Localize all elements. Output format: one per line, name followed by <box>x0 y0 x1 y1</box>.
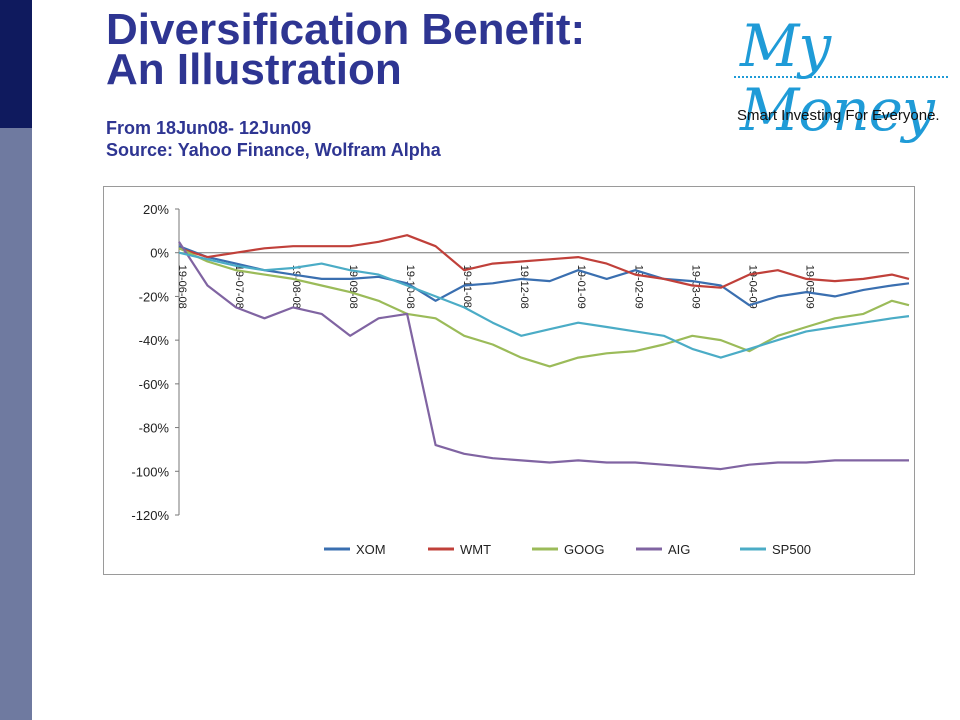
sidebar-accent-dark <box>0 0 32 128</box>
x-tick-label: 19-07-08 <box>233 265 245 309</box>
y-tick-label: 20% <box>143 202 169 217</box>
series-line-aig <box>178 241 909 471</box>
x-tick-label: 19-01-09 <box>575 265 587 309</box>
series-line-wmt <box>178 234 910 289</box>
x-tick-label: 19-05-09 <box>803 265 815 309</box>
title-line-1: Diversification Benefit: <box>106 5 586 54</box>
my-money-logo: My Money Smart Investing For Everyone. <box>730 14 955 142</box>
title-line-2: An Illustration <box>106 45 402 94</box>
y-tick-label: -20% <box>139 289 170 304</box>
series-line-sp500 <box>178 251 910 359</box>
y-tick-label: -40% <box>139 333 170 348</box>
legend-label-goog: GOOG <box>564 542 604 557</box>
page-title: Diversification Benefit: An Illustration <box>106 8 585 92</box>
legend-label-xom: XOM <box>356 542 386 557</box>
series-line-xom <box>178 245 910 307</box>
x-tick-label: 19-06-08 <box>176 265 188 309</box>
y-tick-label: -120% <box>131 508 169 523</box>
series-line-goog <box>178 247 910 368</box>
x-tick-label: 19-12-08 <box>518 265 530 309</box>
logo-dotted-rule <box>734 76 948 78</box>
y-tick-label: -100% <box>131 464 169 479</box>
logo-wordmark: My Money <box>740 12 935 144</box>
source-note: Source: Yahoo Finance, Wolfram Alpha <box>106 140 441 160</box>
page-subtitle: From 18Jun08- 12Jun09 Source: Yahoo Fina… <box>106 117 441 161</box>
y-tick-label: -60% <box>139 377 170 392</box>
x-tick-label: 19-09-08 <box>347 265 359 309</box>
y-tick-label: -80% <box>139 421 170 436</box>
line-chart: 20% 0% -20% -40% -60% -80% -100% -120% 19-06-08 1… <box>131 202 910 557</box>
legend-label-aig: AIG <box>668 542 690 557</box>
chart-frame: 20% 0% -20% -40% -60% -80% -100% -120% 19-06-08 1… <box>103 186 915 575</box>
date-range: From 18Jun08- 12Jun09 <box>106 118 312 138</box>
logo-tagline: Smart Investing For Everyone. <box>737 107 940 124</box>
x-tick-label: 19-08-08 <box>290 265 302 309</box>
y-tick-label: 0% <box>150 246 169 261</box>
legend-label-sp500: SP500 <box>772 542 811 557</box>
sidebar-accent-light <box>0 128 32 720</box>
legend-label-wmt: WMT <box>460 542 491 557</box>
